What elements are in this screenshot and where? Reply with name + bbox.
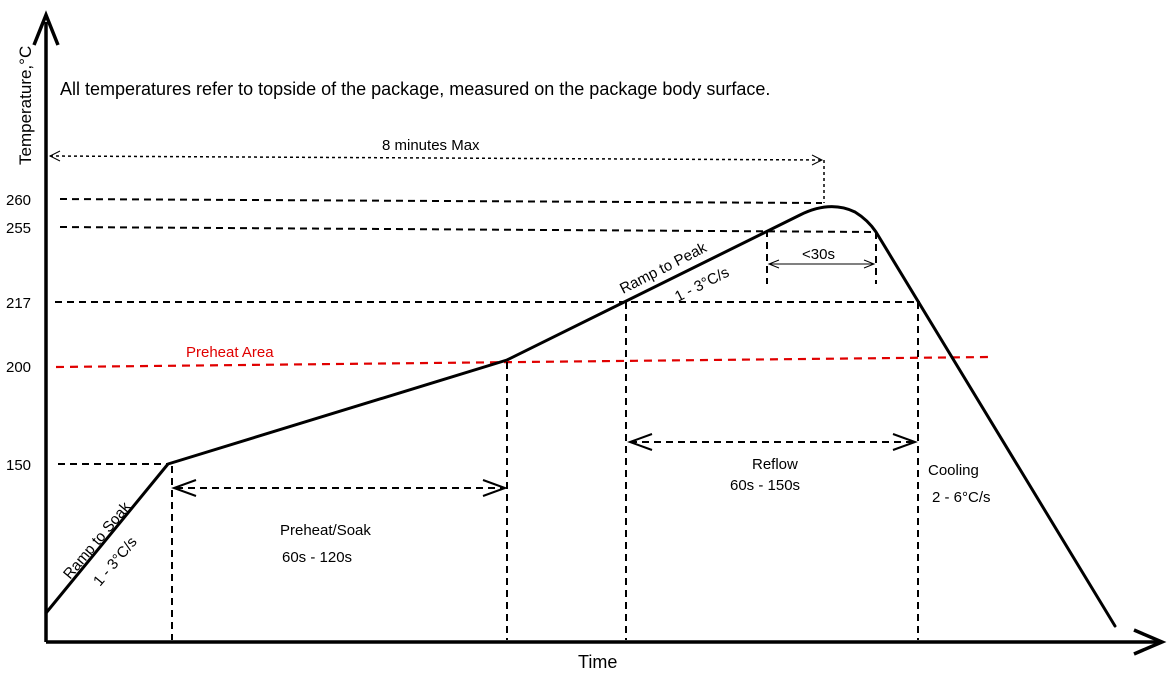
y-tick-200: 200 (6, 359, 31, 376)
preheat-soak-time: 60s - 120s (282, 549, 352, 566)
preheat-soak-arrow (171, 479, 508, 497)
cooling-label: Cooling (928, 462, 979, 479)
note-text: All temperatures refer to topside of the… (60, 79, 770, 99)
x-axis-label: Time (578, 652, 617, 672)
preheat-area-label: Preheat Area (186, 344, 274, 361)
y-axis-arrowhead (32, 10, 60, 46)
reflow-time: 60s - 150s (730, 477, 800, 494)
reflow-arrow (627, 433, 918, 451)
peak-time-arrow (767, 259, 876, 269)
reflow-label: Reflow (752, 456, 798, 473)
axes (32, 10, 1167, 656)
reflow-profile-curve (44, 205, 1117, 628)
preheat-soak-label: Preheat/Soak (280, 522, 371, 539)
x-axis-arrowhead (1133, 628, 1167, 656)
max-time-indicator (48, 150, 825, 203)
y-tick-217: 217 (6, 295, 31, 312)
peak-time-label: <30s (802, 246, 835, 263)
ref-line-260 (59, 198, 823, 204)
y-tick-255: 255 (6, 220, 31, 237)
ref-line-255 (59, 226, 877, 233)
y-axis-label: Temperature,°C (16, 46, 35, 165)
preheat-area-line (55, 355, 991, 369)
ramp-to-peak-rate: 1 - 3°C/s (672, 264, 732, 306)
y-tick-150: 150 (6, 457, 31, 474)
max-time-label: 8 minutes Max (382, 137, 480, 154)
cooling-rate: 2 - 6°C/s (932, 489, 991, 506)
y-tick-260: 260 (6, 192, 31, 209)
